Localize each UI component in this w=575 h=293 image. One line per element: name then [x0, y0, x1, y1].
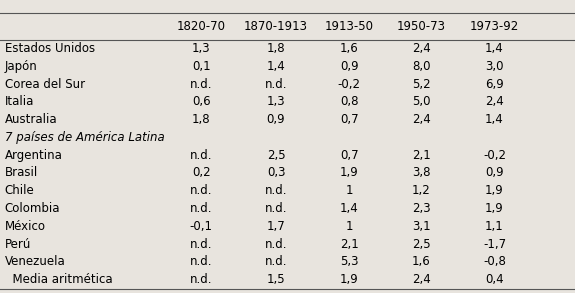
Text: 1,5: 1,5	[267, 273, 285, 286]
Text: 3,1: 3,1	[412, 220, 431, 233]
Text: 1,3: 1,3	[192, 42, 210, 55]
Text: Brasil: Brasil	[5, 166, 38, 180]
Text: 2,1: 2,1	[412, 149, 431, 162]
Text: n.d.: n.d.	[190, 238, 213, 251]
Text: 0,6: 0,6	[192, 95, 210, 108]
Text: -0,2: -0,2	[338, 78, 361, 91]
Text: 7 países de América Latina: 7 países de América Latina	[5, 131, 164, 144]
Text: Chile: Chile	[5, 184, 34, 197]
Text: 1,4: 1,4	[485, 42, 504, 55]
Text: 1,6: 1,6	[412, 255, 431, 268]
Text: 1,6: 1,6	[340, 42, 359, 55]
Text: 5,0: 5,0	[412, 95, 431, 108]
Text: n.d.: n.d.	[264, 78, 288, 91]
Text: 8,0: 8,0	[412, 60, 431, 73]
Text: 2,4: 2,4	[485, 95, 504, 108]
Text: 1820-70: 1820-70	[177, 20, 226, 33]
Text: 3,0: 3,0	[485, 60, 504, 73]
Text: -0,2: -0,2	[483, 149, 506, 162]
Text: -1,7: -1,7	[483, 238, 506, 251]
Text: 1973-92: 1973-92	[470, 20, 519, 33]
Text: n.d.: n.d.	[190, 273, 213, 286]
Text: n.d.: n.d.	[264, 202, 288, 215]
Text: 2,5: 2,5	[267, 149, 285, 162]
Text: n.d.: n.d.	[190, 184, 213, 197]
Text: 6,9: 6,9	[485, 78, 504, 91]
Text: 0,7: 0,7	[340, 113, 359, 126]
Text: 1,7: 1,7	[267, 220, 285, 233]
Text: Estados Unidos: Estados Unidos	[5, 42, 95, 55]
Text: México: México	[5, 220, 45, 233]
Text: 0,2: 0,2	[192, 166, 210, 180]
Text: n.d.: n.d.	[264, 255, 288, 268]
Text: n.d.: n.d.	[190, 149, 213, 162]
Text: 2,4: 2,4	[412, 42, 431, 55]
Text: 1870-1913: 1870-1913	[244, 20, 308, 33]
Text: 0,9: 0,9	[340, 60, 359, 73]
Text: 1,9: 1,9	[485, 184, 504, 197]
Text: 1,1: 1,1	[485, 220, 504, 233]
Text: 0,4: 0,4	[485, 273, 504, 286]
Text: Media aritmética: Media aritmética	[5, 273, 112, 286]
Text: n.d.: n.d.	[190, 255, 213, 268]
Text: 2,4: 2,4	[412, 113, 431, 126]
Text: Corea del Sur: Corea del Sur	[5, 78, 85, 91]
Text: 1,4: 1,4	[340, 202, 359, 215]
Text: 2,1: 2,1	[340, 238, 359, 251]
Text: 1,9: 1,9	[485, 202, 504, 215]
Text: Colombia: Colombia	[5, 202, 60, 215]
Text: n.d.: n.d.	[264, 184, 288, 197]
Text: Italia: Italia	[5, 95, 34, 108]
Text: 1913-50: 1913-50	[325, 20, 374, 33]
Text: 3,8: 3,8	[412, 166, 431, 180]
Text: n.d.: n.d.	[264, 238, 288, 251]
Text: 1,2: 1,2	[412, 184, 431, 197]
Text: 0,7: 0,7	[340, 149, 359, 162]
Text: 2,3: 2,3	[412, 202, 431, 215]
Text: 0,8: 0,8	[340, 95, 359, 108]
Text: 1,3: 1,3	[267, 95, 285, 108]
Text: n.d.: n.d.	[190, 78, 213, 91]
Text: 1,4: 1,4	[485, 113, 504, 126]
Text: 2,5: 2,5	[412, 238, 431, 251]
Text: 1950-73: 1950-73	[397, 20, 446, 33]
Text: 0,1: 0,1	[192, 60, 210, 73]
Text: 2,4: 2,4	[412, 273, 431, 286]
Text: n.d.: n.d.	[190, 202, 213, 215]
Text: 5,3: 5,3	[340, 255, 359, 268]
Text: 0,9: 0,9	[485, 166, 504, 180]
Text: Perú: Perú	[5, 238, 31, 251]
Text: 1,4: 1,4	[267, 60, 285, 73]
Text: Australia: Australia	[5, 113, 58, 126]
Text: 0,3: 0,3	[267, 166, 285, 180]
Text: 1,8: 1,8	[192, 113, 210, 126]
Text: 1: 1	[346, 184, 353, 197]
Text: Japón: Japón	[5, 60, 37, 73]
Text: -0,8: -0,8	[483, 255, 506, 268]
Text: 1: 1	[346, 220, 353, 233]
Text: Venezuela: Venezuela	[5, 255, 66, 268]
Text: 1,9: 1,9	[340, 273, 359, 286]
Text: 1,9: 1,9	[340, 166, 359, 180]
Text: 0,9: 0,9	[267, 113, 285, 126]
Text: 1,8: 1,8	[267, 42, 285, 55]
Text: 5,2: 5,2	[412, 78, 431, 91]
Text: Argentina: Argentina	[5, 149, 63, 162]
Text: -0,1: -0,1	[190, 220, 213, 233]
